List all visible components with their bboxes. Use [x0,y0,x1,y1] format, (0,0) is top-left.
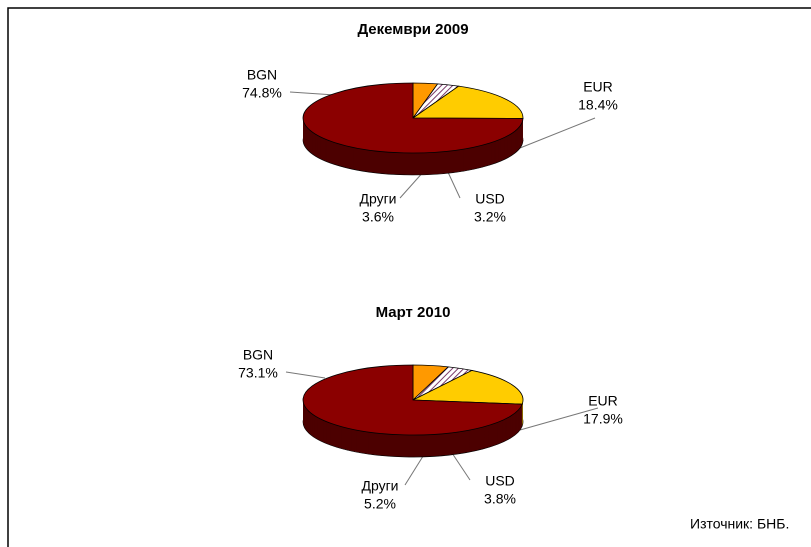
category-label: EUR [583,79,613,95]
value-label: 5.2% [364,496,396,512]
value-label: 18.4% [578,97,618,113]
category-label: BGN [247,67,277,83]
pie-slice [302,364,523,436]
value-label: 3.8% [484,491,516,507]
chart-title: Декември 2009 [357,21,468,38]
leader-lines [285,91,599,486]
pie-slice [302,82,524,154]
pie-slice [412,370,524,405]
category-label: Други [361,478,398,494]
category-label: BGN [243,347,273,363]
category-label: USD [485,473,515,489]
value-label: 3.2% [474,209,506,225]
value-label: 17.9% [583,411,623,427]
chart-title: Март 2010 [376,304,451,321]
value-label: 73.1% [238,365,278,381]
value-label: 3.6% [362,209,394,225]
pie-slice [411,85,524,119]
value-label: 74.8% [242,85,282,101]
source-note: Източник: БНБ. [690,516,789,532]
category-label: EUR [588,393,618,409]
category-label: USD [475,191,505,207]
frame [7,7,811,547]
category-label: Други [359,191,396,207]
